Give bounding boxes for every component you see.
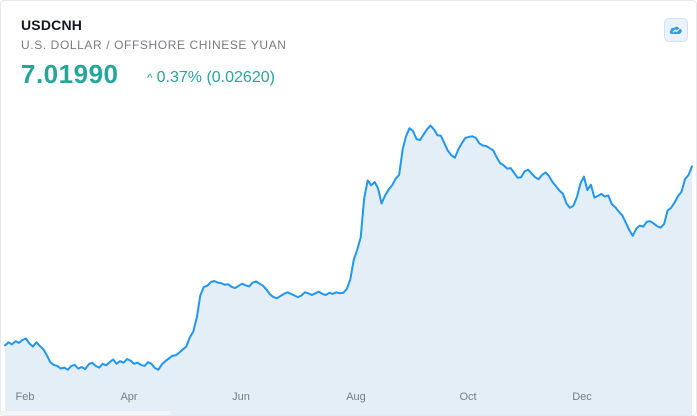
scroll-track (1, 411, 171, 415)
x-tick-label: Feb (16, 391, 35, 403)
x-tick-label: Dec (572, 391, 592, 403)
symbol-description: U.S. DOLLAR / OFFSHORE CHINESE YUAN (21, 38, 287, 52)
x-tick-label: Apr (120, 391, 137, 403)
price-change: ^ 0.37% (0.02620) (147, 69, 275, 87)
symbol-title[interactable]: USDCNH (21, 17, 83, 33)
x-tick-label: Aug (346, 391, 366, 403)
tradingview-cloud-icon[interactable] (664, 18, 688, 42)
x-tick-label: Oct (459, 391, 476, 403)
price-area (5, 125, 692, 415)
price-line (4, 124, 693, 371)
price-change-value: 0.37% (0.02620) (156, 69, 275, 86)
last-price: 7.01990 (21, 59, 119, 89)
up-arrow-icon: ^ (147, 71, 153, 85)
x-axis-ticks: Feb Apr Jun Aug Oct Dec (16, 391, 593, 403)
x-tick-label: Jun (232, 391, 250, 403)
